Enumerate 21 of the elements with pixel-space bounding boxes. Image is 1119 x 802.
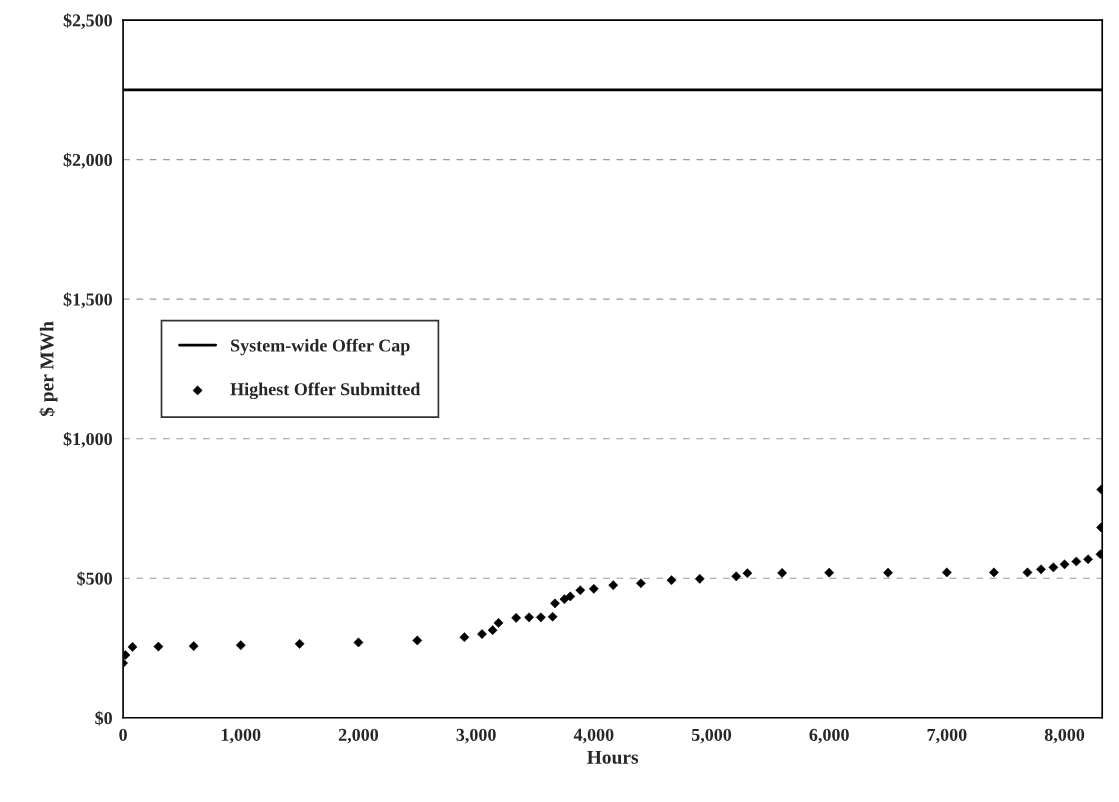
legend-label: System-wide Offer Cap — [231, 338, 410, 356]
x-tick-label: 2,000 — [338, 728, 379, 744]
x-tick-label: 4,000 — [573, 728, 614, 744]
y-tick-label: $1,000 — [63, 431, 112, 448]
legend-label: Highest Offer Submitted — [230, 382, 421, 400]
x-tick-label: 5,000 — [691, 728, 732, 744]
y-tick-label: $1,500 — [63, 292, 112, 309]
y-axis-title: $ per MWh — [39, 321, 58, 417]
y-tick-label: $0 — [95, 710, 112, 726]
x-tick-label: 1,000 — [221, 728, 261, 744]
x-tick-label: 7,000 — [927, 728, 967, 744]
x-tick-label: 3,000 — [456, 728, 496, 744]
x-tick-label: 0 — [119, 728, 127, 741]
x-tick-label: 8,000 — [1044, 728, 1085, 744]
point — [989, 567, 999, 578]
x-axis-title: Hours — [587, 750, 639, 764]
x-tick-label: 6,000 — [809, 728, 849, 744]
y-tick-label: $2,000 — [63, 152, 112, 169]
point — [487, 625, 498, 636]
y-tick-label: $500 — [77, 571, 112, 586]
y-tick-label: $2,500 — [63, 13, 112, 30]
